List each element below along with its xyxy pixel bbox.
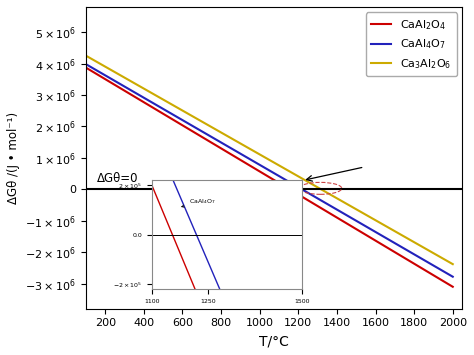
- Text: ΔGθ=0: ΔGθ=0: [97, 171, 138, 185]
- X-axis label: T/°C: T/°C: [259, 334, 289, 348]
- Legend: CaAl$_2$O$_4$, CaAl$_4$O$_7$, Ca$_3$Al$_2$O$_6$: CaAl$_2$O$_4$, CaAl$_4$O$_7$, Ca$_3$Al$_…: [365, 12, 457, 76]
- Y-axis label: ΔGθ /(J • mol⁻¹): ΔGθ /(J • mol⁻¹): [7, 112, 20, 204]
